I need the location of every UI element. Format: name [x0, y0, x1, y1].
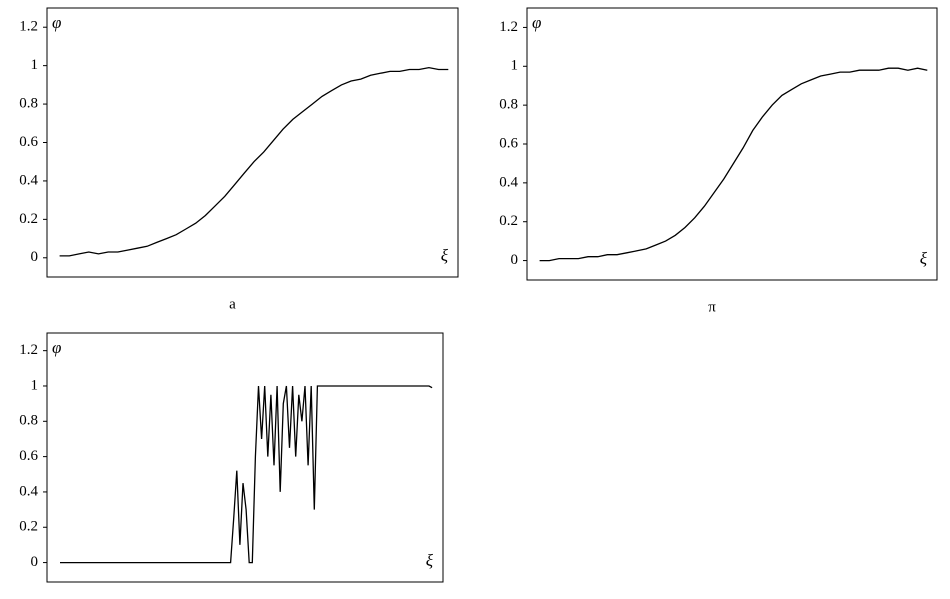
y-tick-label: 0: [31, 249, 39, 265]
y-axis-label: φ: [532, 13, 541, 32]
y-tick-label: 1: [31, 57, 39, 73]
plot-frame: [526, 7, 938, 281]
y-tick-label: 1: [511, 58, 519, 74]
y-tick-label: 0: [31, 554, 39, 570]
y-axis-label: φ: [52, 338, 61, 357]
y-tick-label: 0.2: [19, 211, 38, 227]
y-tick-label: 0: [511, 252, 519, 268]
curve: [60, 385, 433, 564]
y-tick-label: 0.8: [19, 96, 38, 112]
y-tick-label: 0.4: [19, 172, 38, 188]
y-tick-label: 0.4: [19, 483, 38, 499]
y-tick-label: 1: [31, 377, 39, 393]
y-axis-label: φ: [52, 13, 61, 32]
caption: π: [708, 299, 716, 315]
curve: [59, 66, 449, 257]
y-tick-label: 0.2: [19, 519, 38, 535]
y-tick-label: 1.2: [19, 342, 38, 358]
x-axis-label: ξ: [441, 246, 449, 265]
y-tick-label: 0.8: [499, 97, 518, 113]
curve: [539, 67, 928, 262]
y-tick-label: 0.6: [19, 448, 38, 464]
x-axis-label: ξ: [426, 551, 434, 570]
y-tick-label: 1.2: [19, 19, 38, 35]
y-tick-label: 0.6: [499, 135, 518, 151]
y-tick-label: 0.2: [499, 213, 518, 229]
y-tick-label: 1.2: [499, 19, 518, 35]
x-axis-label: ξ: [920, 249, 928, 268]
y-tick-label: 0.8: [19, 413, 38, 429]
y-tick-label: 0.6: [19, 134, 38, 150]
plot-frame: [46, 332, 444, 583]
caption: a: [229, 296, 236, 312]
y-tick-label: 0.4: [499, 174, 518, 190]
plot-frame: [46, 7, 459, 278]
